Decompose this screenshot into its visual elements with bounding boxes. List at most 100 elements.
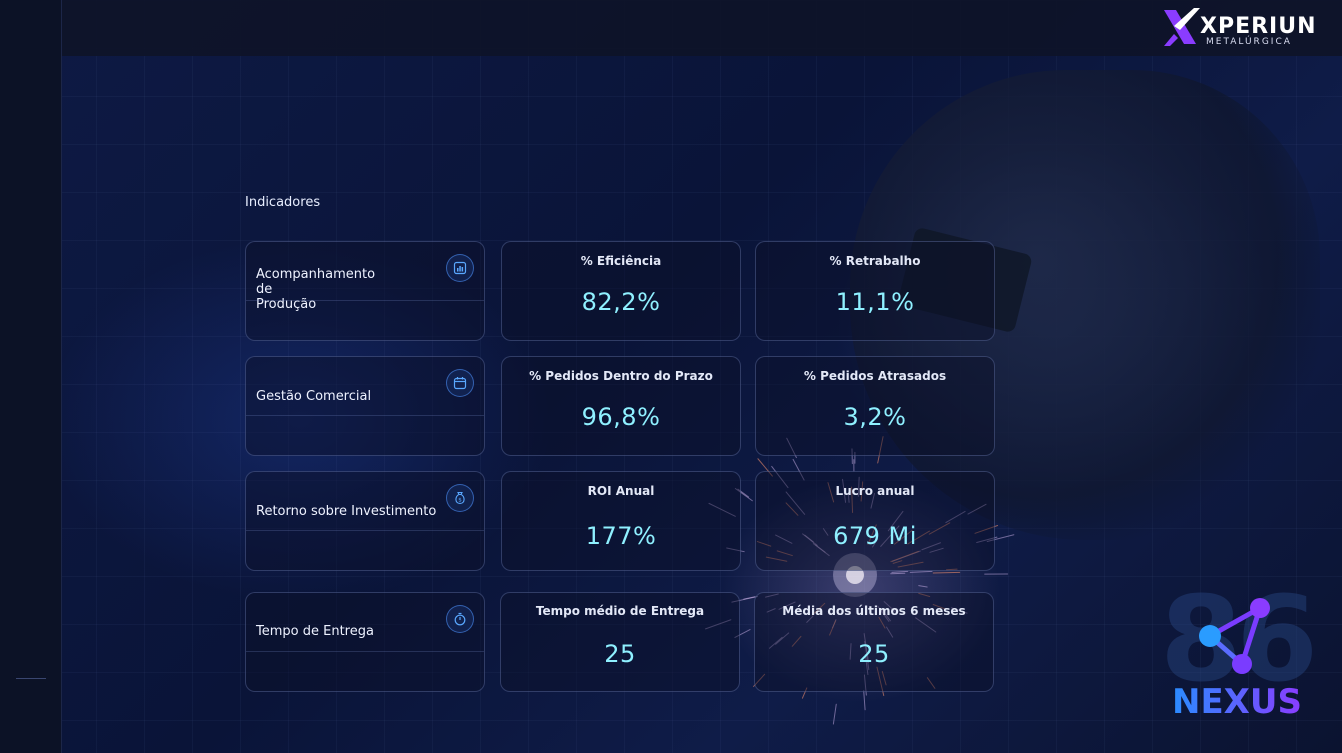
spark xyxy=(967,503,987,515)
spark xyxy=(785,502,799,516)
kpi-label: Média dos últimos 6 meses xyxy=(782,604,966,618)
category-label: Retorno sobre Investimento xyxy=(256,504,437,519)
spark xyxy=(756,541,772,547)
spark xyxy=(847,493,850,503)
spark xyxy=(863,633,870,663)
kpi-label: % Pedidos Atrasados xyxy=(803,369,947,383)
spark xyxy=(801,687,808,699)
spark xyxy=(926,677,936,689)
spark xyxy=(897,561,924,568)
spark xyxy=(882,610,891,622)
kpi-label: Lucro anual xyxy=(835,484,915,498)
spark xyxy=(918,592,931,598)
spark xyxy=(976,536,998,543)
nexus-number: 86 xyxy=(1160,570,1318,708)
stopwatch-icon[interactable] xyxy=(446,605,474,633)
spark xyxy=(867,524,877,545)
kpi-card-lucro-anual[interactable]: Lucro anual 679 Mi xyxy=(755,471,995,571)
category-card-roi[interactable]: Retorno sobre Investimento $ xyxy=(245,471,485,571)
spark xyxy=(894,529,913,545)
card-divider xyxy=(246,530,484,531)
kpi-card-eficiencia[interactable]: % Eficiência 82,2% xyxy=(501,241,741,341)
spark xyxy=(907,530,931,545)
spark xyxy=(877,605,890,622)
card-divider xyxy=(246,300,484,301)
kpi-value: 679 Mi xyxy=(833,522,917,550)
kpi-value: 177% xyxy=(585,522,657,550)
spark xyxy=(849,643,852,660)
spark xyxy=(890,550,919,563)
network-graph-icon xyxy=(1199,598,1270,674)
spark xyxy=(832,703,837,725)
spark xyxy=(880,525,900,547)
left-sidebar xyxy=(0,0,62,753)
kpi-card-pedidos-atrasados[interactable]: % Pedidos Atrasados 3,2% xyxy=(755,356,995,456)
kpi-value: 11,1% xyxy=(835,288,915,316)
spark xyxy=(864,640,870,671)
spark xyxy=(775,534,793,544)
spark xyxy=(802,533,818,546)
spark xyxy=(812,543,830,557)
category-card-comercial[interactable]: Gestão Comercial xyxy=(245,356,485,456)
kpi-label: Tempo médio de Entrega xyxy=(535,604,705,618)
brand-subtitle: METALÚRGICA xyxy=(1206,37,1292,47)
kpi-value: 3,2% xyxy=(843,403,907,431)
spark xyxy=(792,458,805,481)
calendar-icon[interactable] xyxy=(446,369,474,397)
spark xyxy=(886,626,894,638)
spark xyxy=(811,602,826,616)
svg-text:$: $ xyxy=(458,498,462,504)
spark xyxy=(929,547,944,553)
kpi-card-tempo-medio[interactable]: Tempo médio de Entrega 25 xyxy=(500,592,740,692)
spark xyxy=(757,458,773,477)
brand-x-icon xyxy=(1164,8,1200,46)
spark xyxy=(804,534,814,543)
spark xyxy=(734,487,753,502)
spark xyxy=(887,510,904,532)
spark xyxy=(822,528,829,536)
kpi-card-media-6-meses[interactable]: Média dos últimos 6 meses 25 xyxy=(754,592,994,692)
spark xyxy=(892,560,903,564)
money-bag-icon[interactable]: $ xyxy=(446,484,474,512)
spark xyxy=(891,570,909,573)
nexus-logo: 86 NEXUS xyxy=(1160,580,1330,730)
spark xyxy=(857,476,860,497)
kpi-card-roi-anual[interactable]: ROI Anual 177% xyxy=(501,471,741,571)
spark xyxy=(768,636,783,649)
spark xyxy=(851,486,854,513)
card-divider xyxy=(246,651,484,652)
bar-chart-icon[interactable] xyxy=(446,254,474,282)
category-card-producao[interactable]: Acompanhamento de Produção xyxy=(245,241,485,341)
spark xyxy=(877,436,884,464)
spark xyxy=(974,524,999,534)
spark xyxy=(878,616,886,629)
spark xyxy=(785,491,806,515)
spark xyxy=(806,615,814,623)
spark xyxy=(708,502,736,517)
spark xyxy=(945,510,966,524)
brand-name: XPERIUN xyxy=(1200,14,1317,39)
spark xyxy=(765,556,788,562)
spark xyxy=(734,629,751,638)
spark xyxy=(928,522,951,535)
spark xyxy=(890,572,906,575)
spark xyxy=(778,601,796,610)
spark xyxy=(842,478,847,503)
spark xyxy=(737,488,750,498)
top-bar xyxy=(62,0,1342,56)
category-card-entrega[interactable]: Tempo de Entrega xyxy=(245,592,485,692)
spark xyxy=(863,674,867,696)
spark xyxy=(786,437,797,459)
section-title: Indicadores xyxy=(245,195,321,210)
kpi-card-pedidos-prazo[interactable]: % Pedidos Dentro do Prazo 96,8% xyxy=(501,356,741,456)
spark xyxy=(765,593,779,598)
spark xyxy=(860,481,864,502)
category-label: Gestão Comercial xyxy=(256,389,372,404)
spark xyxy=(876,666,885,697)
spark xyxy=(791,635,802,647)
spark xyxy=(775,632,790,645)
spark xyxy=(776,550,793,557)
sidebar-tick xyxy=(16,678,46,679)
kpi-card-retrabalho[interactable]: % Retrabalho 11,1% xyxy=(755,241,995,341)
